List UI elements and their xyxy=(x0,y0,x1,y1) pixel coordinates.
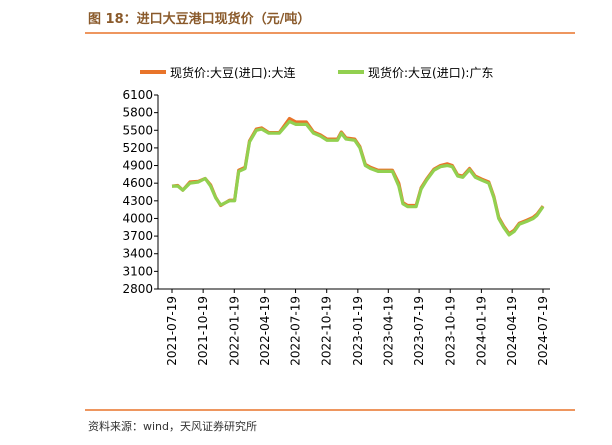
x-tick-label: 2022-07-19 xyxy=(289,296,303,366)
y-tick-label: 6100 xyxy=(122,88,153,102)
x-tick-label: 2022-10-19 xyxy=(320,296,334,366)
x-tick-label: 2024-01-19 xyxy=(474,296,488,366)
y-tick-label: 2800 xyxy=(122,282,153,296)
y-tick-label: 3400 xyxy=(122,247,153,261)
source-note: 资料来源：wind，天风证券研究所 xyxy=(88,419,257,433)
legend-label: 现货价:大豆(进口):大连 xyxy=(170,65,295,80)
x-tick-label: 2022-04-19 xyxy=(258,296,272,366)
y-tick-label: 4000 xyxy=(122,211,153,225)
y-tick-label: 3700 xyxy=(122,229,153,243)
x-tick-label: 2023-10-19 xyxy=(443,296,457,366)
series-line xyxy=(172,119,545,237)
x-tick-label: 2023-01-19 xyxy=(351,296,365,366)
y-tick-label: 4300 xyxy=(122,194,153,208)
y-tick-label: 5500 xyxy=(122,123,153,137)
figure-title: 图 18：进口大豆港口现货价（元/吨） xyxy=(88,11,310,27)
y-tick-label: 5200 xyxy=(122,141,153,155)
y-tick-label: 3100 xyxy=(122,264,153,278)
x-tick-label: 2021-07-19 xyxy=(165,296,179,366)
x-tick-label: 2022-01-19 xyxy=(227,296,241,366)
x-tick-label: 2021-10-19 xyxy=(196,296,210,366)
y-tick-label: 4900 xyxy=(122,159,153,173)
series-line xyxy=(171,116,545,236)
y-tick-label: 4600 xyxy=(122,176,153,190)
x-tick-label: 2024-04-19 xyxy=(505,296,519,366)
x-tick-label: 2023-04-19 xyxy=(381,296,395,366)
legend-label: 现货价:大豆(进口):广东 xyxy=(368,65,493,80)
x-tick-label: 2023-07-19 xyxy=(412,296,426,366)
y-tick-label: 5800 xyxy=(122,106,153,120)
x-tick-label: 2024-07-19 xyxy=(536,296,550,366)
